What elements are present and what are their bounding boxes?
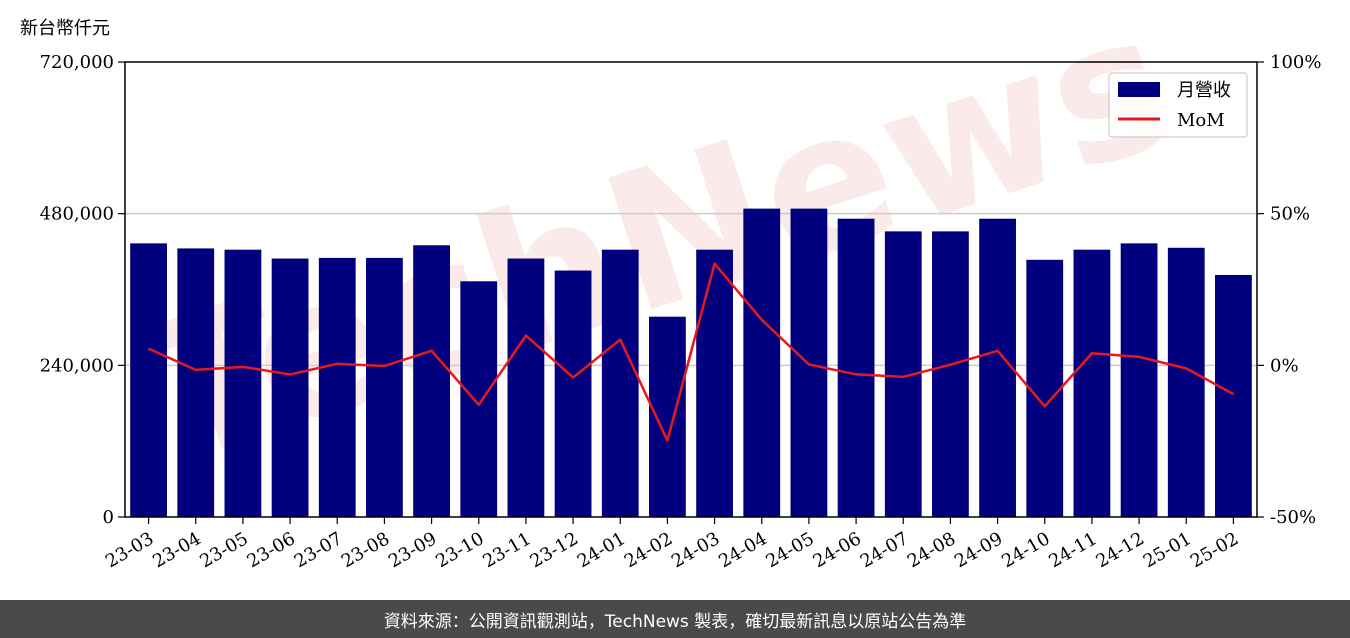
bar-23-03	[130, 243, 167, 518]
x-tick-label-23-05: 23-05	[196, 528, 251, 572]
bar-23-04	[177, 248, 215, 517]
x-tick-label-24-04: 24-04	[715, 528, 770, 572]
y-right-tick-label: -50%	[1270, 507, 1316, 528]
bar-24-04	[743, 208, 781, 517]
y-left-tick-label: 0	[103, 507, 114, 528]
x-tick-label-24-09: 24-09	[951, 528, 1006, 572]
x-tick-label-24-07: 24-07	[857, 528, 912, 572]
bar-23-11	[507, 258, 545, 517]
legend-swatch-bar	[1118, 82, 1160, 97]
x-tick-label-24-03: 24-03	[668, 528, 723, 572]
bar-23-07	[318, 257, 356, 517]
x-tick-label-24-02: 24-02	[621, 528, 676, 572]
bar-23-08	[366, 257, 403, 517]
revenue-chart: TechNews0240,000480,000720,000-50%0%50%1…	[40, 0, 1322, 572]
y-right-tick-label: 0%	[1270, 355, 1299, 376]
x-tick-label-24-10: 24-10	[998, 528, 1053, 572]
bar-24-12	[1120, 243, 1158, 518]
x-tick-label-23-06: 23-06	[244, 528, 299, 572]
source-footer: 資料來源：公開資訊觀測站，TechNews 製表，確切最新訊息以原站公告為準	[0, 600, 1350, 638]
y-axis-unit-label: 新台幣仟元	[20, 18, 110, 39]
x-tick-label-23-10: 23-10	[432, 528, 487, 572]
bar-23-05	[224, 249, 262, 517]
x-tick-label-25-01: 25-01	[1140, 528, 1195, 572]
x-tick-label-25-02: 25-02	[1187, 528, 1242, 572]
x-tick-label-24-08: 24-08	[904, 528, 959, 572]
y-right-tick-label: 50%	[1270, 204, 1310, 225]
bar-23-10	[460, 281, 498, 517]
bar-24-10	[1026, 259, 1064, 517]
x-tick-label-24-06: 24-06	[810, 528, 865, 572]
y-left-tick-label: 480,000	[40, 204, 114, 225]
bar-23-06	[271, 258, 309, 517]
x-tick-label-23-09: 23-09	[385, 528, 440, 572]
bar-24-02	[649, 316, 686, 517]
x-tick-label-23-04: 23-04	[149, 528, 204, 572]
x-tick-label-24-12: 24-12	[1093, 528, 1148, 572]
legend-label-revenue: 月營收	[1177, 80, 1231, 101]
bar-23-09	[413, 245, 450, 517]
bar-24-06	[837, 218, 875, 517]
bar-25-02	[1215, 274, 1252, 517]
plot-frame	[124, 61, 1258, 518]
x-tick-label-24-11: 24-11	[1045, 528, 1100, 572]
y-right-tick-label: 100%	[1270, 52, 1321, 73]
x-tick-label-23-11: 23-11	[479, 528, 534, 572]
x-tick-label-24-05: 24-05	[762, 528, 817, 572]
mom-line	[148, 262, 1235, 442]
y-left-tick-label: 720,000	[40, 52, 114, 73]
legend-label-mom: MoM	[1177, 110, 1225, 131]
x-tick-label-23-03: 23-03	[102, 528, 157, 572]
bar-24-01	[601, 249, 639, 517]
y-left-tick-label: 240,000	[40, 355, 114, 376]
bar-23-12	[554, 270, 592, 517]
x-tick-label-24-01: 24-01	[574, 528, 629, 572]
x-tick-label-23-07: 23-07	[291, 528, 346, 572]
x-tick-label-23-08: 23-08	[338, 528, 393, 572]
bar-24-09	[979, 218, 1016, 517]
x-tick-label-23-12: 23-12	[527, 528, 582, 572]
bar-24-11	[1073, 249, 1111, 517]
bar-24-08	[932, 231, 969, 517]
bar-24-03	[696, 249, 733, 517]
bar-25-01	[1167, 247, 1205, 517]
